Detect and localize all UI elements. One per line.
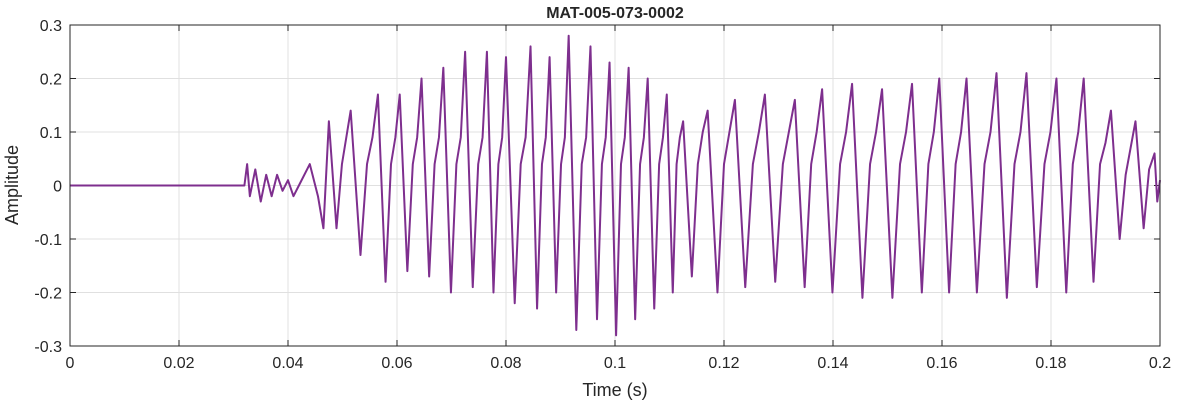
y-tick-label: -0.2 — [34, 286, 62, 303]
y-tick-label: 0.2 — [40, 72, 62, 89]
x-tick-label: 0.14 — [817, 355, 848, 372]
axes-box — [69, 24, 1161, 347]
y-tick-label: 0.3 — [40, 18, 62, 35]
x-axis-label: Time (s) — [582, 380, 647, 400]
x-tick-label: 0.06 — [381, 355, 412, 372]
x-tick-label: 0.12 — [708, 355, 739, 372]
x-tick-label: 0.02 — [163, 355, 194, 372]
x-tick-label: 0.16 — [926, 355, 957, 372]
y-tick-label: 0.1 — [40, 125, 62, 142]
x-tick-label: 0.04 — [272, 355, 303, 372]
x-tick-label: 0.08 — [490, 355, 521, 372]
x-tick-label: 0 — [66, 355, 75, 372]
x-tick-label: 0.2 — [1149, 355, 1171, 372]
y-tick-label: 0 — [53, 179, 62, 196]
x-tick-label: 0.1 — [604, 355, 626, 372]
y-tick-label: -0.1 — [34, 232, 62, 249]
y-axis-label: Amplitude — [2, 145, 22, 225]
chart-title: MAT-005-073-0002 — [546, 5, 684, 22]
y-tick-label: -0.3 — [34, 339, 62, 356]
waveform-line — [70, 34, 1161, 337]
x-tick-label: 0.18 — [1035, 355, 1066, 372]
